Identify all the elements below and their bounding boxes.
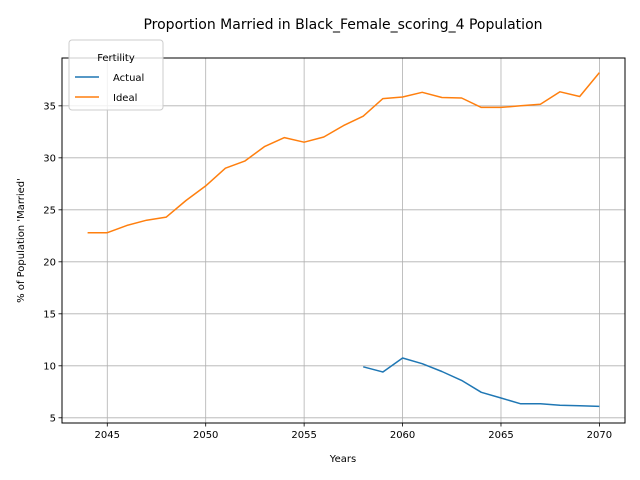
legend-label-ideal: Ideal [113,93,137,104]
grid [62,58,625,423]
y-tick-label: 35 [43,101,56,112]
y-tick-label: 10 [43,361,56,372]
y-tick-label: 25 [43,205,56,216]
x-tick-label: 2045 [95,430,120,441]
series-layer [87,72,600,408]
x-tick-label: 2060 [390,430,415,441]
x-axis-ticks: 2045 2050 2055 2060 2065 2070 [95,423,612,441]
y-axis-ticks: 5 10 15 20 25 30 35 [43,101,62,424]
series-line-actual [363,357,600,408]
y-tick-label: 5 [50,413,56,424]
chart-title: Proportion Married in Black_Female_scori… [143,17,542,33]
y-tick-label: 15 [43,309,56,320]
y-axis-label: % of Population 'Married' [16,178,27,303]
legend-box [68,39,164,111]
x-tick-label: 2070 [587,430,612,441]
x-tick-label: 2065 [488,430,513,441]
y-tick-label: 20 [43,257,56,268]
legend-label-actual: Actual [113,73,144,84]
y-tick-label: 30 [43,153,56,164]
x-axis-label: Years [329,454,356,465]
x-tick-label: 2055 [291,430,316,441]
x-tick-label: 2050 [193,430,218,441]
series-line-ideal [87,72,600,234]
legend-title: Fertility [97,53,135,64]
plot-frame [61,57,626,424]
legend: Fertility Actual Ideal [68,39,164,111]
